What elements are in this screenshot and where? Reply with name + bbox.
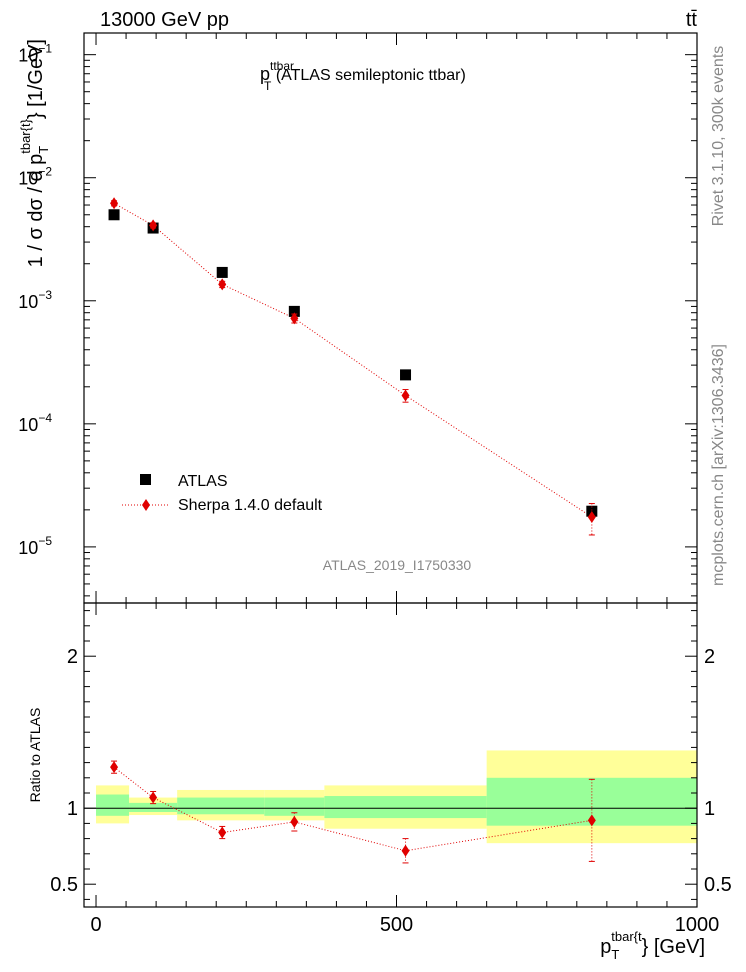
ratio-y-tick-label-left: 2 [67, 646, 78, 668]
x-axis-label: pTtbar{t} [GeV] [600, 929, 705, 962]
ratio-sherpa-point [587, 814, 596, 827]
main-panel: 10−5 10−4 10−3 10−2 10−1 [18, 32, 698, 604]
ratio-sherpa-point [110, 761, 119, 774]
ratio-sherpa-point [149, 791, 158, 804]
ratio-y-tick-label-right: 1 [704, 798, 715, 820]
mcplots-label: mcplots.cern.ch [arXiv:1306.3436] [710, 344, 727, 586]
main-y-tick-label: 10−5 [18, 534, 52, 558]
ratio-sherpa-point [290, 815, 299, 828]
sherpa-point [110, 197, 119, 210]
rivet-label: Rivet 3.1.10, 300k events [710, 46, 727, 227]
x-tick-label: 500 [380, 914, 413, 936]
sherpa-point [290, 312, 299, 325]
atlas-point [400, 369, 412, 381]
analysis-id: ATLAS_2019_I1750330 [323, 557, 472, 573]
plot-title: pttbar T (ATLAS semileptonic ttbar) [260, 59, 466, 93]
legend-atlas-label: ATLAS [178, 473, 228, 490]
x-tick-label: 0 [90, 914, 101, 936]
legend: ATLAS Sherpa 1.4.0 default [122, 473, 323, 514]
sherpa-curve [113, 202, 593, 518]
process-label: tt̄ [686, 9, 698, 31]
sherpa-point [401, 389, 410, 402]
ratio-sherpa-point [401, 844, 410, 857]
ratio-sherpa-point [218, 826, 227, 839]
ratio-panel: 0 500 1000 0.5 0.5 1 1 2 2 [50, 602, 732, 936]
ratio-green-band [324, 796, 487, 819]
ratio-green-band [177, 797, 265, 815]
ratio-y-tick-label-right: 2 [704, 646, 715, 668]
ratio-y-tick-label-right: 0.5 [704, 874, 732, 896]
main-y-tick-label: 10−1 [18, 42, 52, 66]
ratio-green-band [96, 794, 130, 816]
x-tick-label: 1000 [675, 914, 720, 936]
ratio-y-axis-label: Ratio to ATLAS [27, 708, 43, 803]
ratio-green-band [264, 797, 325, 816]
main-y-axis-label: 1 / σ dσ / d pTtbar{t}} [1/GeV] [18, 39, 51, 267]
atlas-point [216, 266, 228, 278]
ratio-green-band [129, 802, 178, 812]
sherpa-point [149, 219, 158, 232]
atlas-point [108, 209, 120, 221]
atlas-point [288, 305, 300, 317]
legend-atlas-marker [140, 474, 151, 485]
main-y-tick-label: 10−4 [18, 411, 52, 435]
energy-label: 13000 GeV pp [100, 9, 229, 31]
sherpa-point [218, 278, 227, 291]
main-y-tick-label: 10−3 [18, 288, 52, 312]
ratio-frame [83, 602, 698, 908]
legend-sherpa-label: Sherpa 1.4.0 default [178, 497, 323, 514]
ratio-y-tick-label-left: 1 [67, 798, 78, 820]
ratio-y-tick-label-left: 0.5 [50, 874, 78, 896]
main-frame [83, 32, 698, 604]
main-y-tick-label: 10−2 [18, 165, 52, 189]
legend-sherpa-marker [142, 499, 150, 511]
sherpa-point [587, 510, 596, 523]
